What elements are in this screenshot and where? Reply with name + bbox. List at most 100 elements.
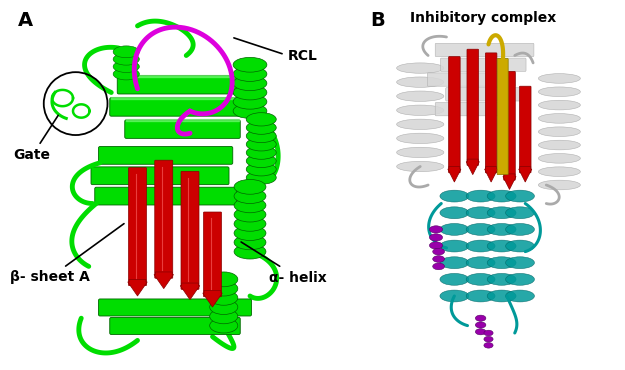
- Ellipse shape: [506, 207, 534, 219]
- Ellipse shape: [466, 207, 495, 219]
- FancyArrow shape: [127, 279, 148, 296]
- Ellipse shape: [210, 272, 238, 287]
- FancyBboxPatch shape: [118, 75, 262, 94]
- FancyBboxPatch shape: [181, 171, 199, 289]
- Ellipse shape: [488, 290, 516, 302]
- Ellipse shape: [113, 61, 139, 73]
- Ellipse shape: [210, 300, 238, 314]
- Ellipse shape: [234, 198, 266, 213]
- Ellipse shape: [488, 223, 516, 235]
- Ellipse shape: [210, 309, 238, 324]
- Text: B: B: [371, 11, 385, 30]
- Ellipse shape: [113, 68, 139, 80]
- Ellipse shape: [488, 273, 516, 285]
- Ellipse shape: [234, 189, 266, 204]
- Text: Gate: Gate: [14, 115, 58, 162]
- Ellipse shape: [538, 127, 581, 137]
- Ellipse shape: [234, 207, 266, 222]
- FancyBboxPatch shape: [435, 43, 534, 57]
- Ellipse shape: [210, 281, 238, 296]
- Ellipse shape: [488, 190, 516, 202]
- FancyBboxPatch shape: [204, 212, 221, 297]
- Ellipse shape: [429, 226, 442, 233]
- Ellipse shape: [484, 330, 493, 336]
- Ellipse shape: [429, 234, 442, 241]
- Ellipse shape: [234, 244, 266, 259]
- Ellipse shape: [466, 240, 495, 252]
- Ellipse shape: [538, 87, 581, 97]
- FancyBboxPatch shape: [110, 317, 240, 334]
- Ellipse shape: [476, 315, 486, 321]
- FancyBboxPatch shape: [446, 88, 521, 101]
- Ellipse shape: [246, 146, 276, 159]
- Ellipse shape: [440, 207, 469, 219]
- Ellipse shape: [538, 114, 581, 123]
- Ellipse shape: [233, 104, 267, 118]
- Ellipse shape: [233, 67, 267, 81]
- FancyArrow shape: [466, 159, 479, 175]
- Ellipse shape: [429, 242, 442, 249]
- FancyBboxPatch shape: [95, 187, 236, 205]
- FancyBboxPatch shape: [99, 299, 251, 316]
- Ellipse shape: [397, 105, 444, 115]
- FancyBboxPatch shape: [110, 98, 251, 116]
- FancyBboxPatch shape: [129, 168, 146, 286]
- FancyBboxPatch shape: [155, 160, 172, 278]
- Text: RCL: RCL: [234, 38, 318, 63]
- Ellipse shape: [466, 273, 495, 285]
- Ellipse shape: [506, 240, 534, 252]
- FancyBboxPatch shape: [486, 53, 497, 173]
- Text: α- helix: α- helix: [241, 242, 326, 285]
- Ellipse shape: [538, 167, 581, 176]
- Ellipse shape: [210, 290, 238, 305]
- Ellipse shape: [234, 226, 266, 240]
- Ellipse shape: [432, 263, 444, 270]
- Ellipse shape: [476, 322, 486, 328]
- Ellipse shape: [466, 290, 495, 302]
- FancyBboxPatch shape: [441, 58, 526, 71]
- Ellipse shape: [466, 223, 495, 235]
- FancyArrow shape: [448, 166, 461, 182]
- FancyBboxPatch shape: [497, 58, 508, 175]
- Ellipse shape: [506, 290, 534, 302]
- Ellipse shape: [440, 257, 469, 269]
- FancyBboxPatch shape: [91, 167, 229, 185]
- FancyArrow shape: [519, 166, 532, 182]
- Ellipse shape: [476, 329, 486, 335]
- FancyBboxPatch shape: [99, 147, 232, 164]
- FancyArrow shape: [180, 283, 200, 300]
- FancyBboxPatch shape: [125, 120, 240, 138]
- Ellipse shape: [246, 121, 276, 134]
- Ellipse shape: [233, 57, 267, 72]
- Ellipse shape: [432, 256, 444, 262]
- Ellipse shape: [506, 273, 534, 285]
- Ellipse shape: [440, 290, 469, 302]
- Ellipse shape: [246, 171, 276, 184]
- FancyBboxPatch shape: [519, 86, 531, 173]
- Ellipse shape: [466, 257, 495, 269]
- Ellipse shape: [484, 336, 493, 342]
- Ellipse shape: [246, 154, 276, 168]
- FancyBboxPatch shape: [428, 73, 516, 86]
- Ellipse shape: [397, 161, 444, 172]
- Ellipse shape: [233, 94, 267, 109]
- Ellipse shape: [466, 190, 495, 202]
- Ellipse shape: [538, 100, 581, 110]
- Ellipse shape: [538, 180, 581, 190]
- Ellipse shape: [233, 76, 267, 91]
- Ellipse shape: [440, 240, 469, 252]
- FancyBboxPatch shape: [435, 102, 508, 116]
- Ellipse shape: [506, 257, 534, 269]
- Ellipse shape: [397, 77, 444, 87]
- Ellipse shape: [233, 85, 267, 100]
- Ellipse shape: [488, 257, 516, 269]
- Ellipse shape: [506, 223, 534, 235]
- Ellipse shape: [397, 91, 444, 101]
- Ellipse shape: [506, 190, 534, 202]
- Ellipse shape: [397, 147, 444, 158]
- FancyBboxPatch shape: [504, 71, 515, 180]
- Ellipse shape: [538, 74, 581, 83]
- Text: Inhibitory complex: Inhibitory complex: [410, 11, 556, 25]
- Ellipse shape: [246, 129, 276, 142]
- Ellipse shape: [538, 140, 581, 150]
